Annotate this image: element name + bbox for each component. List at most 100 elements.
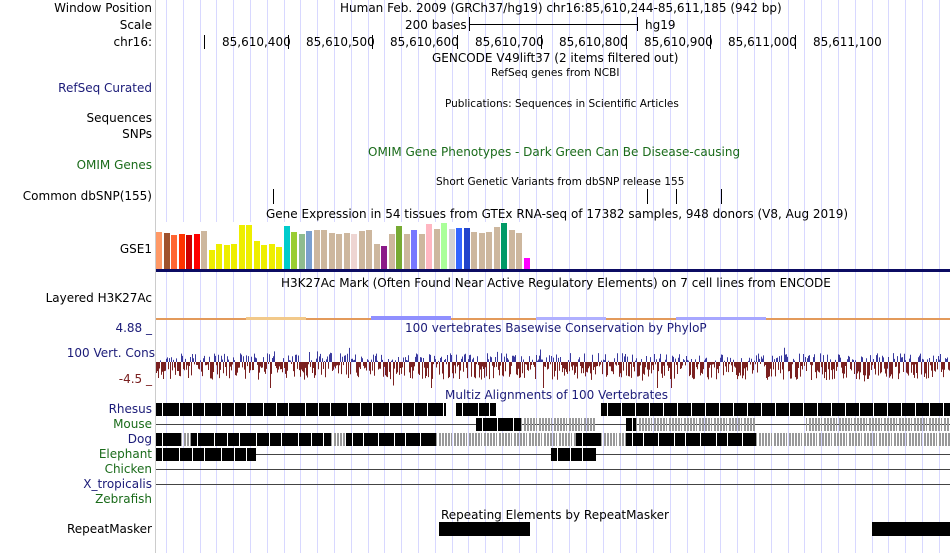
dbsnp-track-label[interactable]: Common dbSNP(155) (22, 189, 152, 203)
multiz-alignment-row[interactable] (156, 478, 950, 491)
h3k27ac-track-label[interactable]: Layered H3K27Ac (45, 291, 152, 305)
gtex-tissue-bar[interactable] (336, 234, 342, 270)
multiz-track-title[interactable]: Multiz Alignments of 100 Vertebrates (445, 388, 669, 402)
publications-track-title[interactable]: Publications: Sequences in Scientific Ar… (445, 98, 679, 110)
gtex-tissue-bar[interactable] (381, 246, 387, 270)
gtex-track-label[interactable]: GSE1 (119, 242, 152, 256)
multiz-species-label[interactable]: Chicken (104, 462, 152, 476)
gtex-tissue-bar[interactable] (261, 245, 267, 270)
multiz-species-label[interactable]: Rhesus (108, 402, 152, 416)
repeat-element[interactable] (439, 522, 530, 536)
gtex-tissue-bars[interactable] (156, 222, 536, 270)
snp-tick[interactable] (676, 189, 677, 204)
gtex-tissue-bar[interactable] (276, 247, 282, 270)
snps-track-label[interactable]: SNPs (122, 127, 152, 141)
gencode-track-title[interactable]: GENCODE V49lift37 (2 items filtered out) (432, 51, 679, 65)
repeatmasker-track-label[interactable]: RepeatMasker (66, 522, 152, 536)
gtex-tissue-bar[interactable] (508, 230, 515, 270)
gtex-tissue-bar[interactable] (418, 234, 425, 270)
multiz-alignment-row[interactable] (156, 463, 950, 476)
gtex-tissue-bar[interactable] (291, 232, 297, 270)
gtex-tissue-bar[interactable] (238, 225, 245, 270)
gtex-track-title[interactable]: Gene Expression in 54 tissues from GTEx … (266, 207, 849, 221)
gtex-tissue-bar[interactable] (246, 225, 252, 270)
gtex-tissue-bar[interactable] (351, 234, 357, 270)
gtex-tissue-bar[interactable] (403, 234, 410, 270)
gtex-tissue-bar[interactable] (186, 235, 192, 270)
snp-tick[interactable] (647, 189, 648, 204)
window-position-value: Human Feb. 2009 (GRCh37/hg19) chr16:85,6… (340, 1, 782, 15)
gtex-tissue-bar[interactable] (223, 245, 230, 270)
ruler-tick (204, 35, 205, 49)
multiz-species-label[interactable]: X_tropicalis (83, 477, 152, 491)
gtex-tissue-bar[interactable] (463, 228, 470, 270)
gtex-tissue-bar[interactable] (171, 235, 177, 270)
gtex-tissue-bar[interactable] (313, 230, 320, 270)
gtex-tissue-bar[interactable] (396, 226, 402, 270)
gtex-tissue-bar[interactable] (156, 232, 162, 270)
gtex-tissue-bar[interactable] (523, 258, 530, 270)
gtex-tissue-bar[interactable] (493, 227, 500, 270)
gtex-tissue-bar[interactable] (163, 233, 170, 270)
gtex-tissue-bar[interactable] (208, 250, 215, 270)
multiz-species-label[interactable]: Zebrafish (95, 492, 152, 506)
gtex-tissue-bar[interactable] (366, 230, 372, 270)
gtex-tissue-bar[interactable] (298, 234, 305, 270)
multiz-alignment-row[interactable] (156, 493, 950, 506)
gtex-tissue-bar[interactable] (321, 230, 327, 270)
sequences-track-label[interactable]: Sequences (86, 111, 152, 125)
gtex-tissue-bar[interactable] (471, 232, 477, 270)
snp-tick[interactable] (273, 189, 274, 204)
h3k27ac-signal[interactable] (156, 314, 950, 320)
gtex-tissue-bar[interactable] (388, 234, 395, 270)
scale-bar (469, 24, 637, 25)
multiz-alignment-row[interactable] (156, 433, 950, 446)
repeatmasker-track-title[interactable]: Repeating Elements by RepeatMasker (441, 508, 669, 522)
phylop-conservation-plot[interactable] (156, 338, 950, 388)
gtex-tissue-bar[interactable] (231, 244, 237, 270)
gtex-tissue-bar[interactable] (501, 223, 507, 270)
multiz-alignment-row[interactable] (156, 448, 950, 461)
gtex-tissue-bar[interactable] (193, 234, 200, 270)
omim-track-title[interactable]: OMIM Gene Phenotypes - Dark Green Can Be… (368, 145, 741, 159)
multiz-species-label[interactable]: Elephant (98, 447, 152, 461)
scale-bases: 200 bases (405, 18, 467, 32)
gtex-tissue-bar[interactable] (516, 233, 522, 270)
phylop-track-label[interactable]: 100 Vert. Cons (66, 346, 155, 360)
gtex-tissue-bar[interactable] (373, 244, 380, 270)
gtex-tissue-bar[interactable] (216, 244, 222, 270)
gtex-tissue-bar[interactable] (448, 229, 455, 270)
gtex-tissue-bar[interactable] (486, 232, 492, 270)
gtex-tissue-bar[interactable] (426, 224, 432, 270)
ruler-tick-label: 85,611,000 (728, 35, 797, 49)
gtex-tissue-bar[interactable] (411, 230, 417, 270)
gtex-tissue-bar[interactable] (441, 223, 447, 270)
gtex-tissue-bar[interactable] (358, 231, 365, 270)
label-divider (155, 0, 156, 553)
refseq-track-title[interactable]: RefSeq genes from NCBI (491, 67, 620, 79)
gtex-tissue-bar[interactable] (306, 231, 312, 270)
refseq-track-label[interactable]: RefSeq Curated (58, 81, 152, 95)
gtex-tissue-bar[interactable] (343, 233, 350, 270)
gtex-tissue-bar[interactable] (433, 229, 440, 270)
h3k27ac-track-title[interactable]: H3K27Ac Mark (Often Found Near Active Re… (281, 276, 831, 290)
dbsnp-track-title[interactable]: Short Genetic Variants from dbSNP releas… (436, 176, 685, 188)
gtex-tissue-bar[interactable] (268, 244, 275, 270)
gtex-tissue-bar[interactable] (178, 234, 185, 270)
multiz-alignment-row[interactable] (156, 418, 950, 431)
gtex-tissue-bar[interactable] (478, 233, 485, 270)
gtex-tissue-bar[interactable] (283, 226, 290, 270)
multiz-species-label[interactable]: Dog (127, 432, 152, 446)
gtex-tissue-bar[interactable] (253, 241, 260, 270)
multiz-alignment-row[interactable] (156, 403, 950, 416)
repeat-element[interactable] (872, 522, 950, 536)
gtex-tissue-bar[interactable] (456, 228, 462, 270)
gtex-tissue-bar[interactable] (328, 233, 335, 270)
phylop-track-title[interactable]: 100 vertebrates Basewise Conservation by… (405, 321, 707, 335)
multiz-species-label[interactable]: Mouse (113, 417, 152, 431)
snp-tick[interactable] (721, 189, 722, 204)
gtex-gene-baseline (156, 269, 950, 272)
gtex-tissue-bar[interactable] (201, 231, 207, 270)
omim-track-label[interactable]: OMIM Genes (76, 158, 152, 172)
